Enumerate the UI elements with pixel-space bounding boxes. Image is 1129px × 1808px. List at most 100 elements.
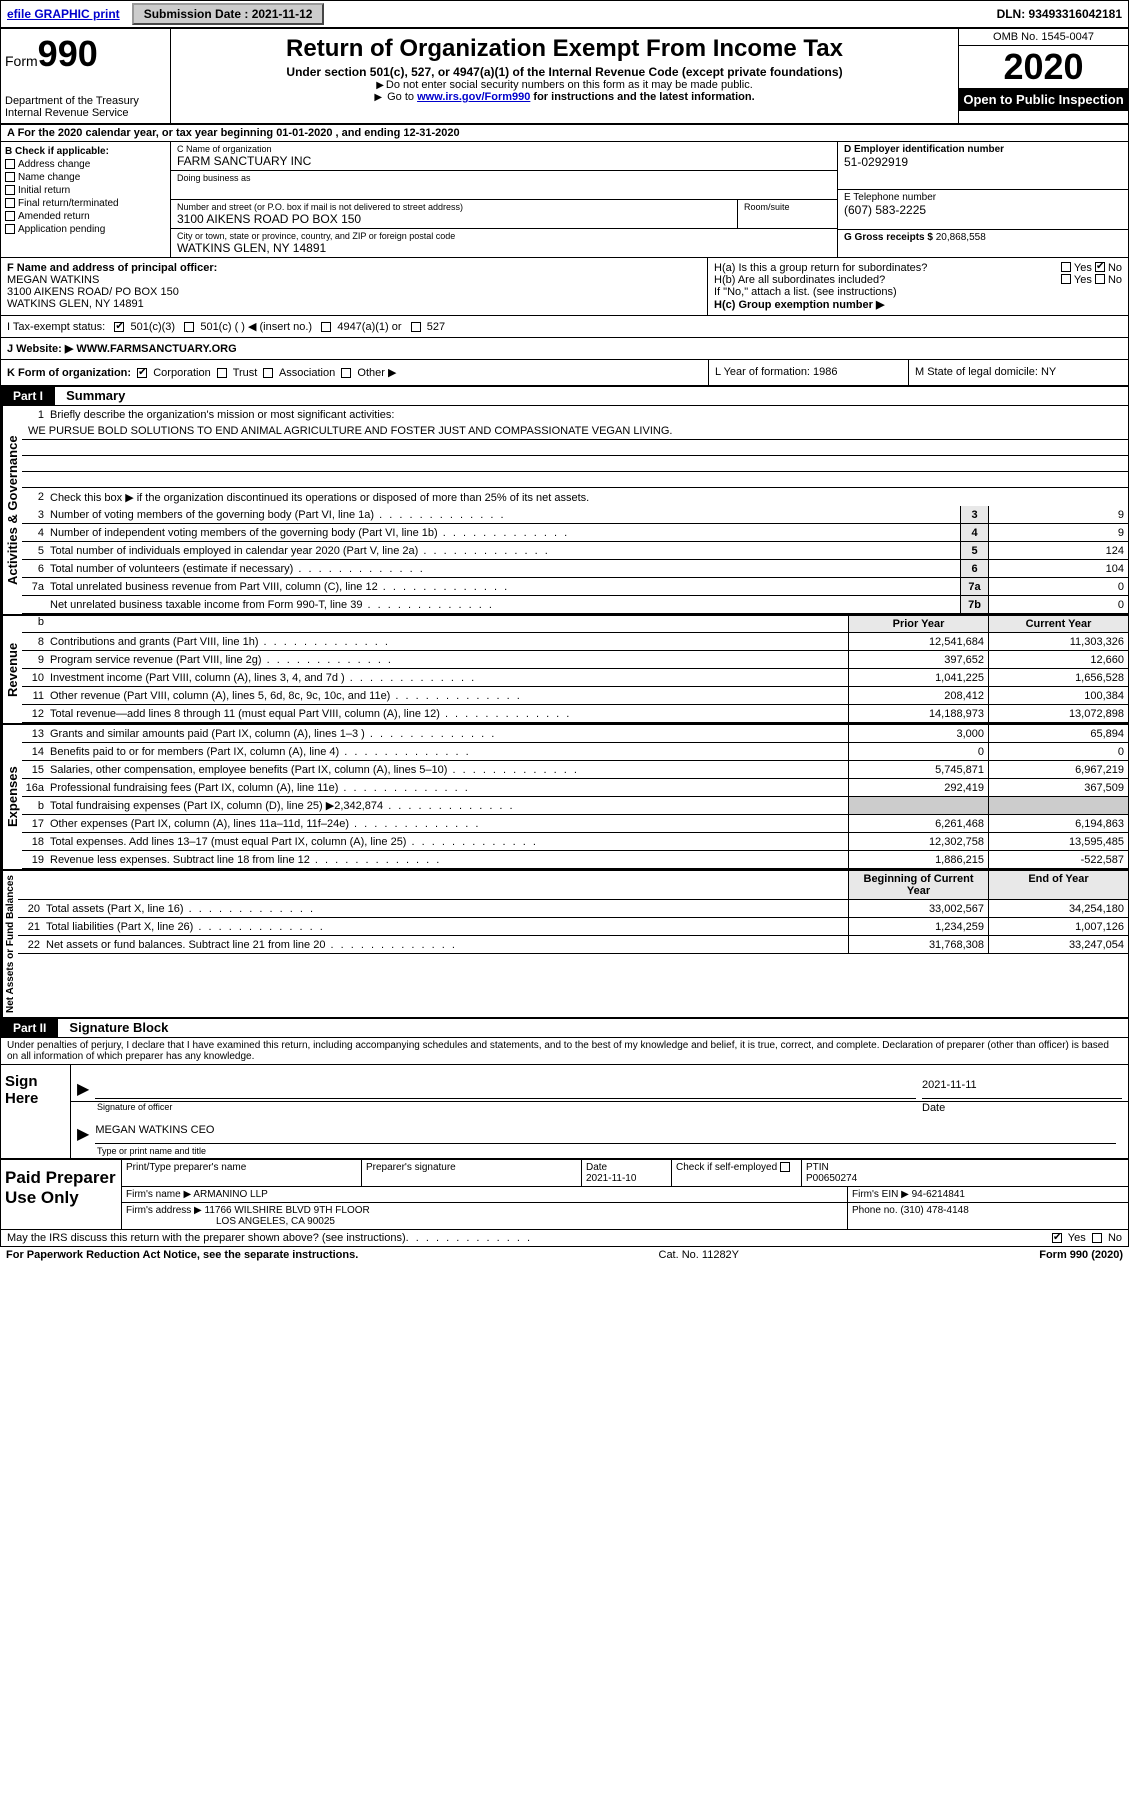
m-state: M State of legal domicile: NY [908,360,1128,385]
chk-application-pending[interactable] [5,224,15,234]
phone-value: (607) 583-2225 [844,203,1122,217]
discuss-yes-box[interactable] [1052,1233,1062,1243]
c-label: C Name of organization [177,144,831,154]
chk-assoc[interactable] [263,368,273,378]
officer-name: MEGAN WATKINS [7,274,701,286]
chk-other[interactable] [341,368,351,378]
line-value: 124 [988,542,1128,559]
form-header: Form990 Department of the Treasury Inter… [1,29,1128,125]
firm-addr1: 11766 WILSHIRE BLVD 9TH FLOOR [205,1205,370,1216]
note-ssn: Do not enter social security numbers on … [179,79,950,91]
omb-number: OMB No. 1545-0047 [959,29,1128,46]
hdr-current-year: Current Year [988,616,1128,632]
hdr-beginning-year: Beginning of Current Year [848,871,988,899]
current-year-value: 6,194,863 [988,815,1128,832]
current-year-value: 12,660 [988,651,1128,668]
vert-activities-governance: Activities & Governance [1,406,22,614]
lbl-trust: Trust [233,367,258,379]
line-text: Total expenses. Add lines 13–17 (must eq… [50,835,848,849]
prior-year-value: 1,234,259 [848,918,988,935]
line-num: 21 [18,921,46,933]
i-label: I Tax-exempt status: [7,321,105,333]
lbl-application-pending: Application pending [18,224,105,235]
discuss-text: May the IRS discuss this return with the… [7,1232,406,1244]
submission-date-button[interactable]: Submission Date : 2021-11-12 [132,3,325,25]
irs-link[interactable]: www.irs.gov/Form990 [417,91,530,103]
prior-year-value: 0 [848,743,988,760]
line-text: Total assets (Part X, line 16) [46,902,848,916]
tax-year: 2020 [959,46,1128,88]
line-value: 0 [988,578,1128,595]
part2-title: Signature Block [61,1020,168,1035]
net-assets-section: Net Assets or Fund Balances Beginning of… [1,869,1128,1017]
ein-value: 51-0292919 [844,155,1122,169]
current-year-value: 0 [988,743,1128,760]
bottom-note: For Paperwork Reduction Act Notice, see … [0,1247,1129,1263]
chk-4947[interactable] [321,322,331,332]
chk-501c[interactable] [184,322,194,332]
form-number: 990 [38,33,98,74]
prior-year-value: 1,886,215 [848,851,988,868]
f-h-section: F Name and address of principal officer:… [1,258,1128,315]
chk-name-change[interactable] [5,172,15,182]
officer-addr2: WATKINS GLEN, NY 14891 [7,298,701,310]
vert-revenue: Revenue [1,616,22,723]
lbl-527: 527 [427,321,445,333]
chk-final-return[interactable] [5,198,15,208]
line-num: 7a [22,581,50,593]
line-text: Net assets or fund balances. Subtract li… [46,938,848,952]
hb-note: If "No," attach a list. (see instruction… [714,286,1122,298]
line-text: Investment income (Part VIII, column (A)… [50,671,848,685]
sign-here-row: Sign Here ▶ 2021-11-11 Signature of offi… [1,1064,1128,1159]
ha-yes-box[interactable] [1061,262,1071,272]
chk-501c3[interactable] [114,322,124,332]
line-ref: 3 [960,506,988,523]
prior-year-value: 12,302,758 [848,833,988,850]
hb-yes: Yes [1074,274,1092,286]
hb-yes-box[interactable] [1061,274,1071,284]
header-right: OMB No. 1545-0047 2020 Open to Public In… [958,29,1128,123]
current-year-value: 34,254,180 [988,900,1128,917]
chk-initial-return[interactable] [5,185,15,195]
dln-text: DLN: 93493316042181 [991,5,1128,23]
section-h: H(a) Is this a group return for subordin… [708,258,1128,315]
chk-address-change[interactable] [5,159,15,169]
ein-label: D Employer identification number [844,144,1122,155]
phone-label: E Telephone number [844,192,1122,203]
prior-year-value [848,797,988,814]
prior-year-value: 3,000 [848,725,988,742]
part1-badge: Part I [1,387,55,405]
sig-arrow2-icon: ▶ [77,1124,89,1144]
col-b: B Check if applicable: Address change Na… [1,142,171,257]
addr-label: Number and street (or P.O. box if mail i… [177,202,731,212]
ha-label: H(a) Is this a group return for subordin… [714,262,1061,274]
chk-corp[interactable] [137,368,147,378]
chk-527[interactable] [411,322,421,332]
activities-governance-section: Activities & Governance 1Briefly describ… [1,406,1128,614]
chk-trust[interactable] [217,368,227,378]
prior-year-value: 33,002,567 [848,900,988,917]
line-text: Contributions and grants (Part VIII, lin… [50,635,848,649]
form-title: Return of Organization Exempt From Incom… [179,35,950,63]
chk-amended[interactable] [5,211,15,221]
ha-yes: Yes [1074,262,1092,274]
sig-date-value: 2021-11-11 [922,1079,1122,1091]
chk-self-employed[interactable] [780,1162,790,1172]
expenses-section: Expenses 13 Grants and similar amounts p… [1,723,1128,869]
officer-name-title: MEGAN WATKINS CEO [95,1124,1116,1136]
current-year-value: 100,384 [988,687,1128,704]
paperwork-notice: For Paperwork Reduction Act Notice, see … [6,1249,358,1261]
line-ref: 5 [960,542,988,559]
line-num: 19 [22,854,50,866]
ha-no-box[interactable] [1095,262,1105,272]
hb-no-box[interactable] [1095,274,1105,284]
header-left: Form990 Department of the Treasury Inter… [1,29,171,123]
hc-label: H(c) Group exemption number ▶ [714,298,1122,311]
prep-h5: PTIN [806,1162,829,1173]
firm-phone: (310) 478-4148 [900,1205,968,1216]
hdr-end-year: End of Year [988,871,1128,899]
efile-link[interactable]: efile GRAPHIC print [7,7,120,21]
current-year-value: 65,894 [988,725,1128,742]
discuss-no-box[interactable] [1092,1233,1102,1243]
line-ref: 7b [960,596,988,613]
